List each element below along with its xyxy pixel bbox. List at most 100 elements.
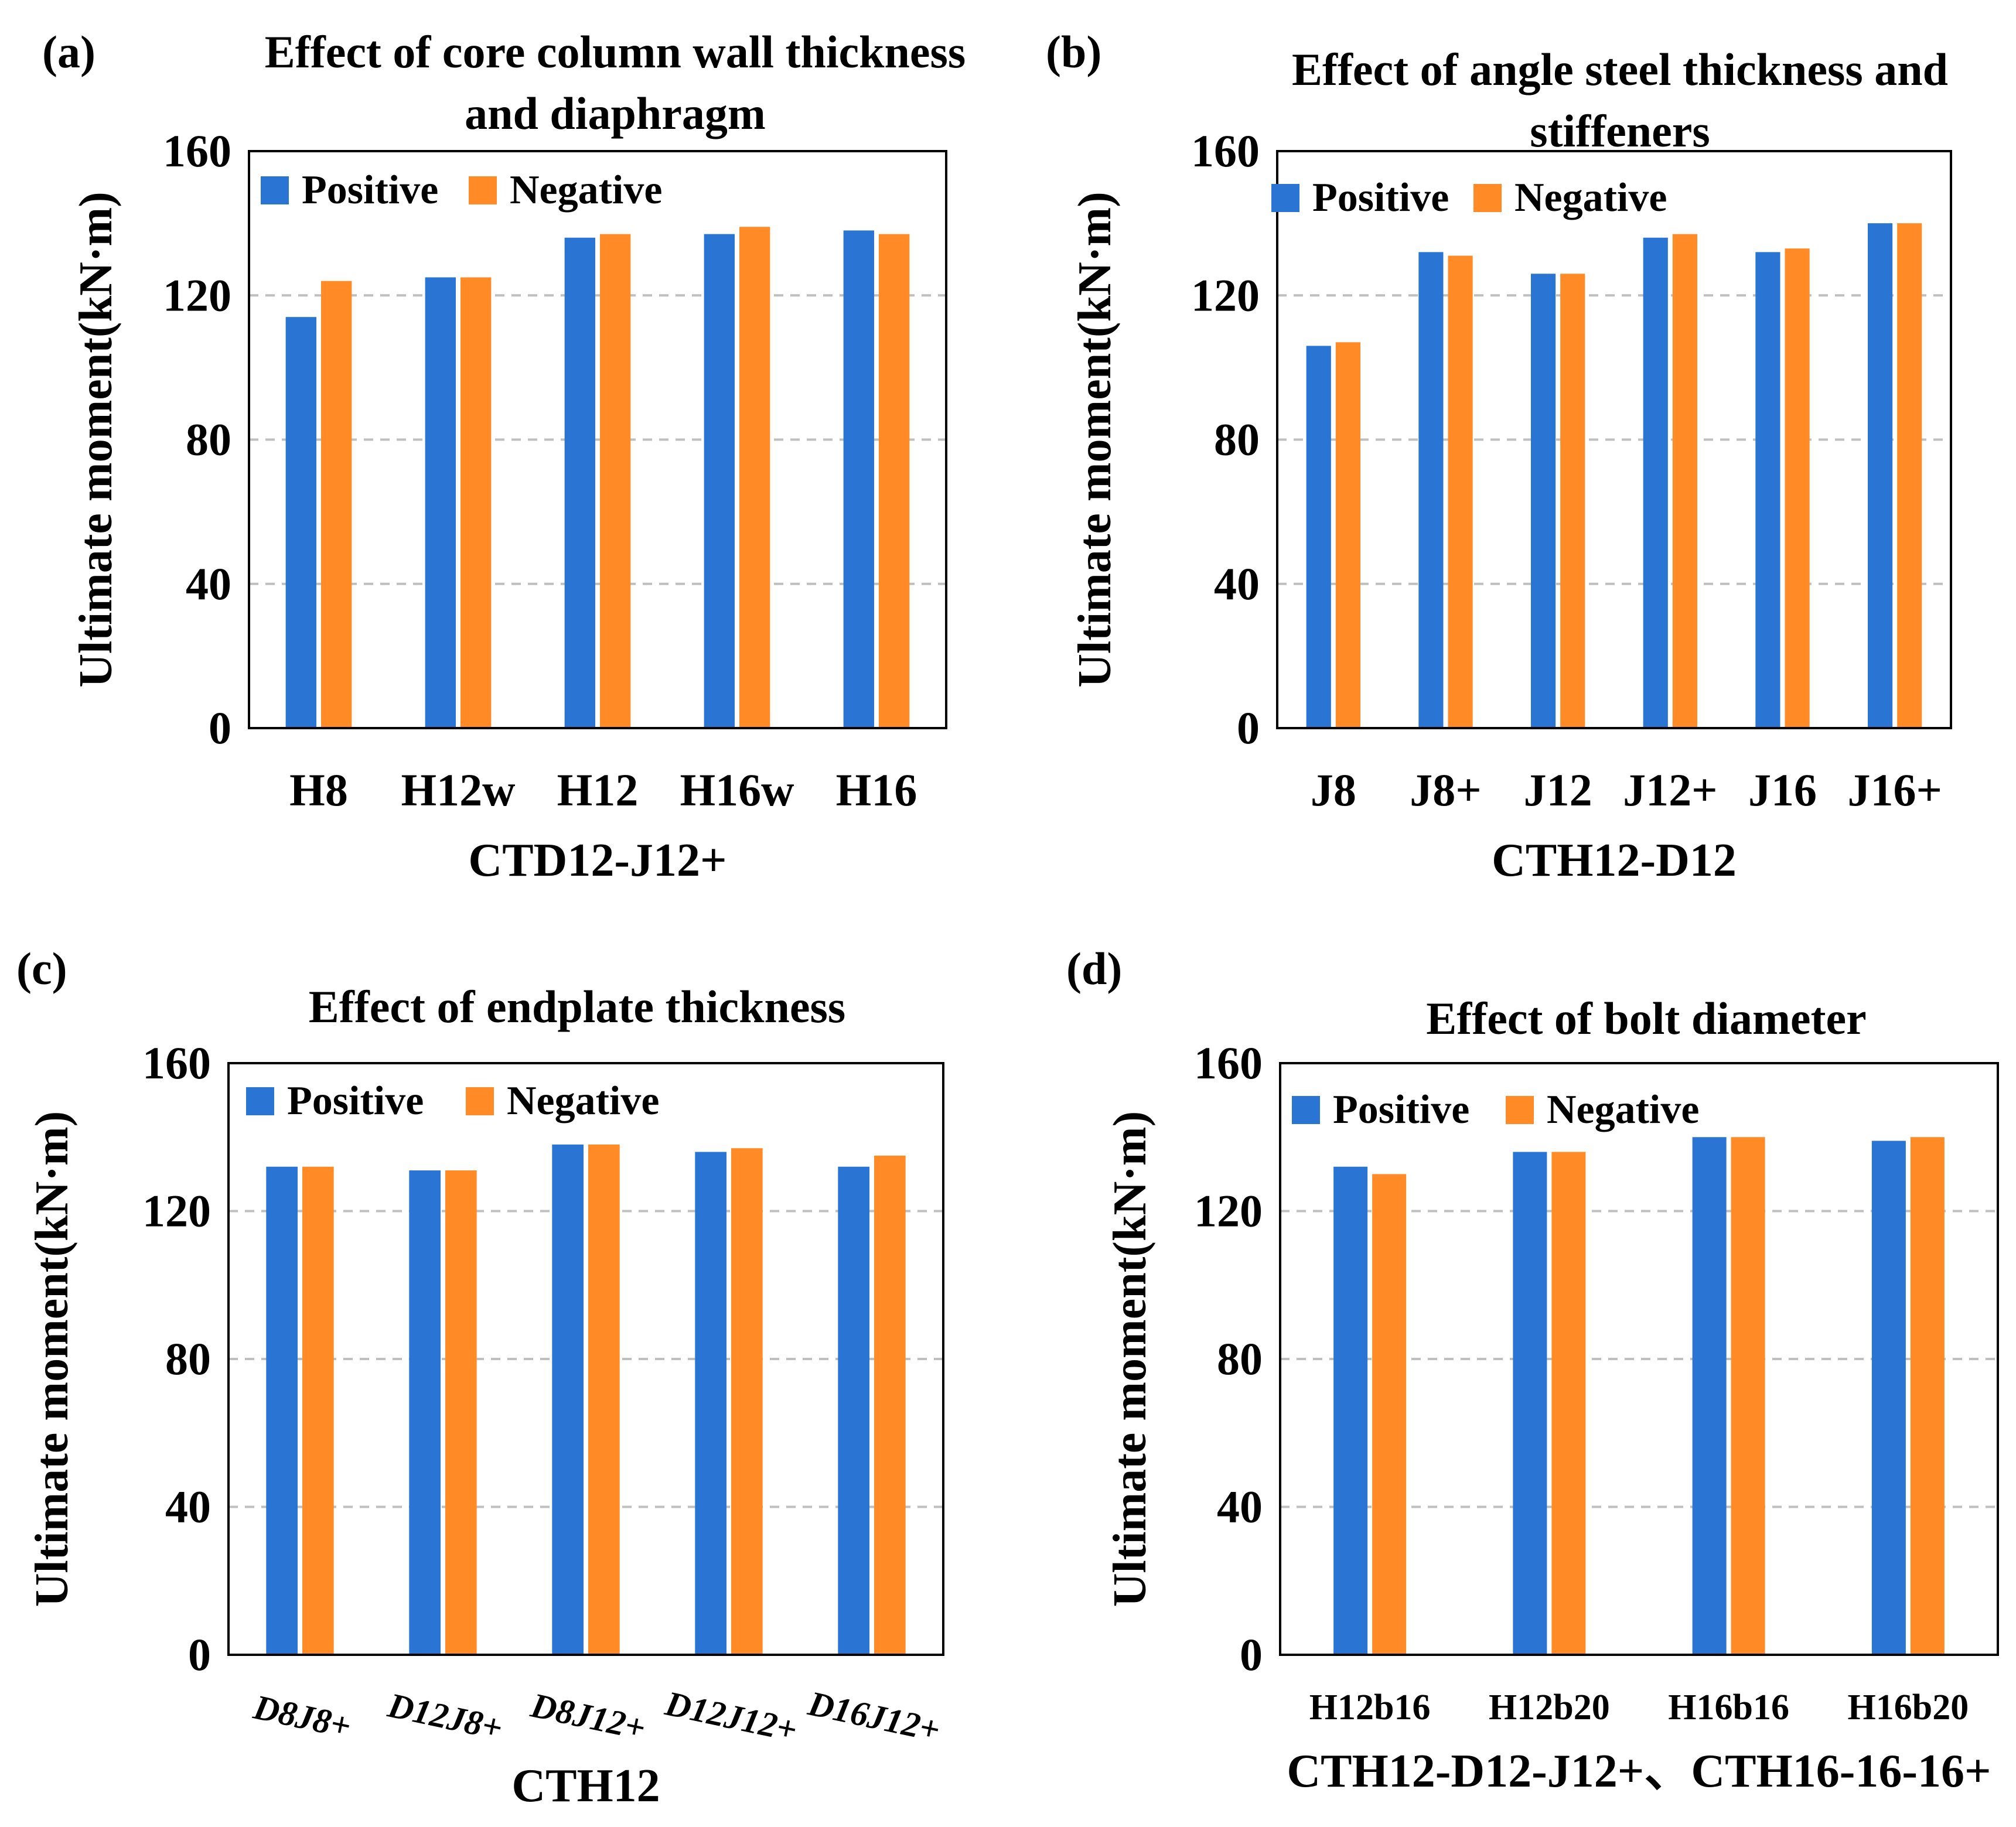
x-tick-label: D8J8+ [250,1688,354,1746]
x-tick-label: D12J12+ [661,1683,800,1749]
y-tick-label: 80 [1214,414,1260,465]
legend-swatch-negative [1506,1096,1534,1124]
panel-label: (a) [42,26,95,77]
bar-positive-D8J12+ [552,1144,584,1655]
x-tick-label: J16 [1748,764,1817,815]
legend-swatch-negative [466,1087,494,1115]
chart-title-line: Effect of bolt diameter [1426,993,1867,1044]
bar-positive-J8 [1306,346,1331,728]
bar-positive-D12J12+ [695,1152,726,1655]
y-tick-label: 80 [186,414,231,465]
x-tick-label: H16b20 [1848,1688,1969,1727]
bar-negative-H12b16 [1372,1174,1407,1655]
y-tick-label: 80 [1217,1333,1263,1384]
bar-negative-J8+ [1448,255,1473,728]
y-tick-label: 0 [209,702,231,753]
bar-negative-D8J8+ [302,1166,334,1655]
bar-positive-H12w [425,277,456,728]
x-tick-label: J12+ [1623,764,1717,815]
legend-label-positive: Positive [1333,1087,1469,1132]
legend-label-positive: Positive [302,168,438,213]
legend-swatch-negative [469,176,497,204]
x-tick-label: D8J12+ [527,1685,649,1747]
x-tick-label: H12w [401,764,516,815]
y-tick-label: 40 [165,1481,211,1532]
bar-positive-H8 [285,317,316,728]
x-tick-label: D16J12+ [804,1683,943,1749]
y-tick-label: 120 [142,1186,211,1237]
bar-negative-H12b20 [1551,1152,1586,1655]
x-tick-label: J12 [1524,764,1592,815]
bar-positive-D8J8+ [266,1166,298,1655]
chart-panel-a: 0 40 80 120 160 H8 H12w H12 H16w H16 Positive Negat… [42,26,966,886]
bar-negative-D12J12+ [731,1148,763,1655]
chart-panel-c: 0 40 80 120 160 D8J8+ D12J8+ D8J12+ D12J12+ D16J1… [16,943,944,1812]
x-axis-label: CTH12 [511,1760,660,1812]
chart-panel-d: 0 40 80 120 160 H12b16 H12b20 H16b16 H16b20 Posit… [1066,943,1999,1797]
y-tick-label: 40 [1214,558,1260,609]
legend-label-positive: Positive [287,1078,424,1123]
x-tick-label: J8+ [1410,764,1481,815]
y-tick-label: 120 [1191,269,1260,320]
y-tick-label: 0 [1240,1629,1263,1680]
y-tick-label: 80 [165,1333,211,1384]
chart-title-line: stiffeners [1530,105,1710,156]
legend-swatch-positive [261,176,289,204]
bar-positive-J12 [1531,274,1556,728]
bar-negative-D12J8+ [445,1170,477,1655]
y-tick-label: 0 [188,1629,211,1680]
x-tick-label: H12b16 [1309,1688,1431,1727]
plot-frame [227,1062,944,1656]
y-tick-label: 160 [142,1037,211,1088]
chart-title-line: Effect of endplate thickness [309,981,845,1032]
x-tick-label: D12J8+ [384,1685,506,1747]
bar-positive-H16b16 [1692,1137,1727,1655]
y-tick-label: 160 [1191,125,1260,176]
bar-negative-H16w [739,227,770,728]
legend-swatch-negative [1473,184,1502,212]
bar-negative-H12w [460,277,492,728]
x-axis-label: CTH12-D12-J12+、CTH16-16-16+ [1287,1746,1991,1797]
bar-positive-H12b16 [1333,1166,1368,1655]
y-axis-label: Ultimate moment(kN·m) [1069,192,1121,687]
bar-positive-H16b20 [1871,1140,1906,1655]
bar-negative-J12+ [1672,234,1697,728]
legend-label-positive: Positive [1312,175,1449,220]
bar-negative-H16b16 [1731,1137,1765,1655]
x-axis-label: CTH12-D12 [1492,835,1737,886]
y-tick-label: 120 [1194,1186,1263,1237]
legend-swatch-positive [1292,1096,1320,1124]
x-tick-label: H16b16 [1668,1688,1789,1727]
y-axis-label: Ultimate moment(kN·m) [1104,1111,1156,1607]
y-axis-label: Ultimate moment(kN·m) [26,1111,78,1607]
panel-label: (b) [1046,26,1101,77]
bar-positive-H12 [564,237,595,728]
bar-negative-D16J12+ [874,1155,906,1655]
plot-frame [1279,1062,1999,1656]
bar-negative-J16+ [1897,223,1922,728]
y-tick-label: 40 [1217,1481,1263,1532]
x-tick-label: J8 [1311,764,1356,815]
x-tick-label: H16 [836,764,917,815]
y-tick-label: 160 [1194,1037,1263,1088]
chart-panel-b: 0 40 80 120 160 J8 J8+ J12 J12+ J16 J16+ Positive Ne… [1046,26,1952,886]
plot-frame [248,150,947,729]
bar-positive-J12+ [1643,237,1668,728]
x-tick-label: H12 [557,764,639,815]
x-tick-label: H8 [289,764,348,815]
x-tick-label: H16w [680,764,794,815]
x-tick-label: J16+ [1847,764,1942,815]
legend-swatch-positive [246,1087,274,1115]
bar-positive-H16w [704,234,735,728]
bar-positive-J16+ [1868,223,1893,728]
legend-swatch-positive [1271,184,1299,212]
bar-negative-H16 [879,234,910,728]
bar-negative-J8 [1335,342,1360,728]
bar-positive-D16J12+ [838,1166,869,1655]
legend-label-negative: Negative [507,1078,659,1123]
bar-negative-D8J12+ [588,1144,620,1655]
legend-label-negative: Negative [1514,175,1667,220]
chart-title-line: Effect of angle steel thickness and [1292,44,1948,95]
bar-positive-J16 [1755,252,1780,728]
chart-title-line: Effect of core column wall thickness [265,26,966,77]
